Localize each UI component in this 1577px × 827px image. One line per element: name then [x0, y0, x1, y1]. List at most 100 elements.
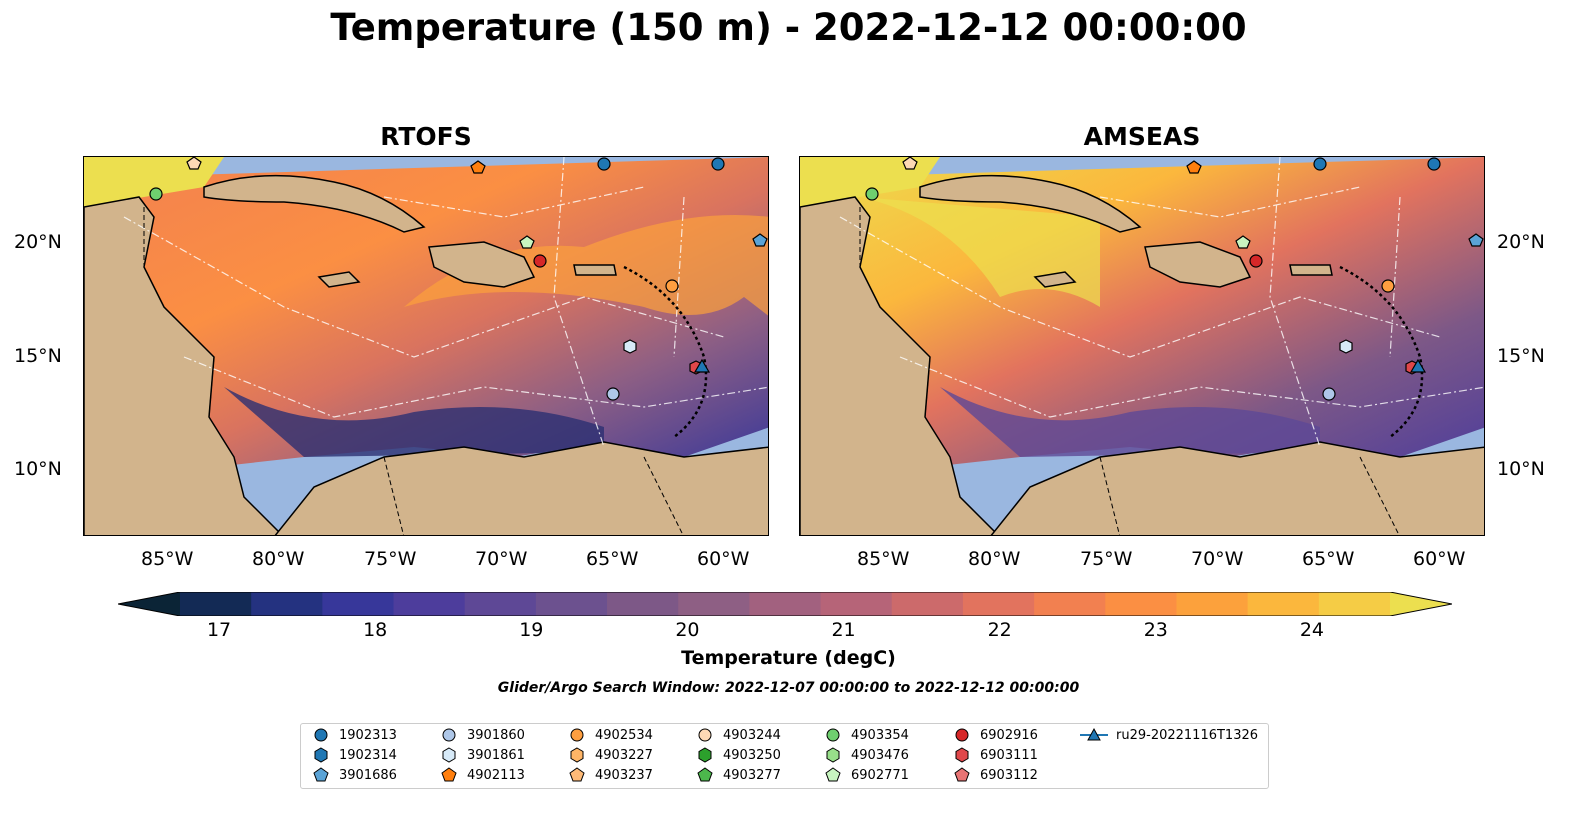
- land-jamaica: [317, 271, 361, 288]
- glider-ru29-marker: [1409, 358, 1427, 373]
- float-1902313-marker: [1427, 157, 1441, 171]
- lon-label: 85°W: [141, 548, 194, 570]
- colorbar-swatch: [891, 592, 964, 616]
- legend-item: 4903277: [695, 766, 781, 784]
- colorbar-extend-low: [118, 592, 180, 616]
- legend-circle-icon: [442, 728, 456, 742]
- colorbar-swatch: [962, 592, 1035, 616]
- lon-label: 65°W: [1302, 548, 1355, 570]
- legend-item: 4902113: [439, 766, 525, 784]
- float-6902771-marker: [1235, 235, 1251, 249]
- land-south-america: [990, 441, 1484, 535]
- lon-label: 65°W: [586, 548, 639, 570]
- colorbar-swatch: [251, 592, 323, 616]
- float-6902916-marker: [1249, 254, 1263, 268]
- lon-label: 75°W: [364, 548, 417, 570]
- figure-title: Temperature (150 m) - 2022-12-12 00:00:0…: [330, 6, 1247, 49]
- colorbar-tick-label: 17: [206, 619, 232, 641]
- legend-item: 6902916: [952, 726, 1038, 744]
- caribbean-sea-field: [84, 157, 768, 467]
- lat-label: 20°N: [14, 231, 62, 253]
- legend-label: 4903277: [723, 767, 781, 783]
- land-puerto-rico: [1289, 264, 1333, 276]
- legend-pentagon-icon: [954, 767, 970, 782]
- lon-label: 80°W: [968, 548, 1021, 570]
- colorbar-tick-label: 24: [1299, 619, 1325, 641]
- legend-hexagon-icon: [442, 747, 456, 763]
- lat-label: 10°N: [1497, 458, 1545, 480]
- legend-item: 3901861: [439, 746, 525, 764]
- map-rtofs: [84, 157, 768, 535]
- panel-title-amseas: AMSEAS: [1083, 122, 1201, 151]
- float-6902916-marker: [533, 254, 547, 268]
- colorbar-swatch: [1034, 592, 1106, 616]
- legend-item: 4903227: [567, 746, 653, 764]
- legend-label: 4903244: [723, 727, 781, 743]
- legend-triangle-line-icon: [1080, 727, 1108, 741]
- colorbar-swatch: [1318, 592, 1391, 616]
- legend-item: 4903476: [823, 746, 909, 764]
- legend-hexagon-icon: [955, 747, 969, 763]
- legend-item: 4903237: [567, 766, 653, 784]
- float-4903244-marker: [902, 157, 918, 170]
- panel-title-rtofs: RTOFS: [380, 122, 472, 151]
- land-south-america: [274, 441, 768, 535]
- legend-label: ru29-20221116T1326: [1116, 727, 1259, 743]
- float-4902113-marker: [1186, 160, 1202, 174]
- legend-label: 1902313: [339, 727, 397, 743]
- legend-hexagon-icon: [698, 747, 712, 763]
- legend-pentagon-icon: [569, 767, 585, 782]
- legend-label: 1902314: [339, 747, 397, 763]
- lon-label: 80°W: [252, 548, 305, 570]
- colorbar-tick-label: 21: [831, 619, 856, 641]
- lat-label: 15°N: [14, 345, 62, 367]
- legend-item: 4902534: [567, 726, 653, 744]
- lon-label: 75°W: [1080, 548, 1133, 570]
- legend-pentagon-icon: [697, 767, 713, 782]
- float-3901861-marker: [1339, 339, 1353, 354]
- lat-label: 10°N: [14, 458, 62, 480]
- lat-label: 15°N: [1497, 345, 1545, 367]
- colorbar-tick-label: 18: [363, 619, 388, 641]
- colorbar-swatch: [322, 592, 395, 616]
- land-jamaica: [1033, 271, 1077, 288]
- legend-hexagon-icon: [826, 747, 840, 763]
- legend-item: ru29-20221116T1326: [1080, 726, 1258, 744]
- float-3901861-marker: [623, 339, 637, 354]
- float-6902771-marker: [519, 235, 535, 249]
- float-3901860-marker: [606, 387, 620, 401]
- legend-hexagon-icon: [314, 747, 328, 763]
- land-hispaniola: [428, 241, 536, 288]
- float-4903354-marker: [865, 187, 879, 201]
- legend-label: 3901861: [467, 747, 525, 763]
- colorbar-tick-label: 19: [519, 619, 544, 641]
- float-3901686-marker: [1468, 233, 1484, 247]
- legend-pentagon-icon: [825, 767, 841, 782]
- legend-label: 6903111: [980, 747, 1038, 763]
- legend-circle-icon: [314, 728, 328, 742]
- lon-label: 70°W: [1191, 548, 1244, 570]
- land-cuba: [919, 174, 1142, 233]
- float-4903354-marker: [149, 187, 163, 201]
- map-panel-rtofs: [83, 156, 769, 536]
- lon-label: 60°W: [1413, 548, 1466, 570]
- colorbar-swatch: [607, 592, 679, 616]
- legend-hexagon-icon: [570, 747, 584, 763]
- float-1902314-marker: [1313, 157, 1327, 171]
- float-3901860-marker: [1322, 387, 1336, 401]
- colorbar-swatch: [464, 592, 537, 616]
- land-puerto-rico: [573, 264, 617, 276]
- legend-item: 6903112: [952, 766, 1038, 784]
- float-4902113-marker: [470, 160, 486, 174]
- legend-item: 4903244: [695, 726, 781, 744]
- land-cuba: [203, 174, 426, 233]
- lon-label: 70°W: [475, 548, 528, 570]
- legend-pentagon-icon: [441, 767, 457, 782]
- legend-item: 1902314: [311, 746, 397, 764]
- lon-label: 60°W: [697, 548, 750, 570]
- legend-label: 4903476: [851, 747, 909, 763]
- glider-ru29-marker: [693, 358, 711, 373]
- map-panel-amseas: [799, 156, 1485, 536]
- legend-item: 3901686: [311, 766, 397, 784]
- colorbar-swatch: [1105, 592, 1177, 616]
